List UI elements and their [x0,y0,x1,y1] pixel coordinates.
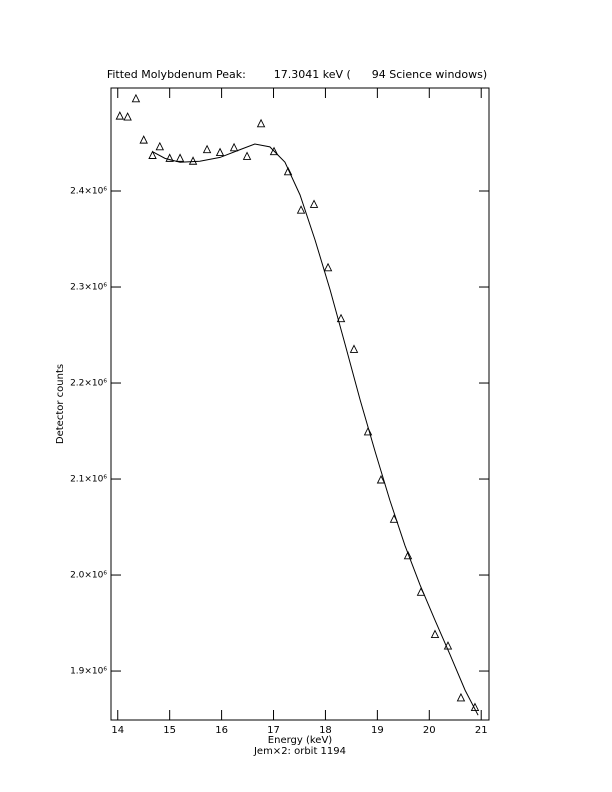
data-point [456,692,466,702]
data-point [349,344,359,353]
data-point [175,153,185,162]
x-tick-label: 21 [475,725,488,736]
data-point [403,550,413,560]
data-point [131,93,141,103]
data-point [470,702,480,711]
data-point [188,156,198,165]
data-point [215,147,225,157]
data-point [148,150,157,159]
data-point [139,135,148,144]
data-point [256,118,266,128]
x-tick-label: 15 [163,725,176,736]
data-point [309,199,319,208]
data-point [165,153,174,162]
data-point [323,262,333,272]
data-point [296,205,306,214]
data-point [155,141,165,151]
y-tick-label: 2.0×10⁶ [70,571,107,581]
plot-frame [110,87,490,721]
x-tick-label: 14 [111,725,124,736]
x-tick-label: 20 [423,725,436,736]
x-tick-label: 18 [319,725,332,736]
data-point [123,112,132,121]
x-tick-label: 16 [215,725,228,736]
fit-line [152,143,479,716]
data-point [376,474,386,484]
y-axis-label: Detector counts [55,364,66,444]
x-axis-label: Energy (keV) [268,735,333,746]
data-point [202,144,212,154]
y-tick-label: 2.3×10⁶ [70,283,107,293]
x-tick-label: 19 [371,725,384,736]
y-tick-label: 1.9×10⁶ [70,667,107,677]
data-point [229,142,239,152]
data-point [242,151,252,160]
y-tick-label: 2.1×10⁶ [70,475,107,485]
data-point [115,111,125,120]
data-point [430,629,440,639]
x-tick-label: 17 [267,725,280,736]
y-tick-label: 2.2×10⁶ [70,379,107,389]
chart-title: Fitted Molybdenum Peak: 17.3041 keV ( 94… [107,68,487,81]
data-point [283,166,293,176]
y-tick-label: 2.4×10⁶ [70,187,107,197]
chart-subtitle: Jem×2: orbit 1194 [253,746,346,757]
data-point [336,313,346,323]
data-point [269,146,279,156]
